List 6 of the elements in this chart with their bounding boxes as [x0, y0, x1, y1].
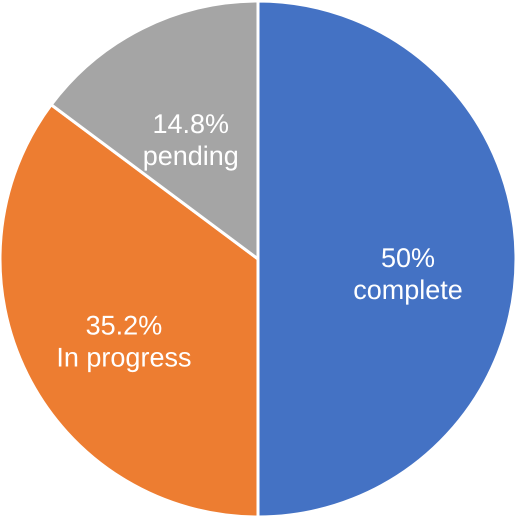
data-label: 35.2% — [86, 310, 162, 340]
slice-label: complete — [353, 275, 463, 305]
slice-label: pending — [142, 140, 239, 171]
slice-label: In progress — [56, 342, 192, 372]
data-label: 50% — [380, 243, 436, 273]
data-label: 14.8% — [152, 108, 230, 139]
